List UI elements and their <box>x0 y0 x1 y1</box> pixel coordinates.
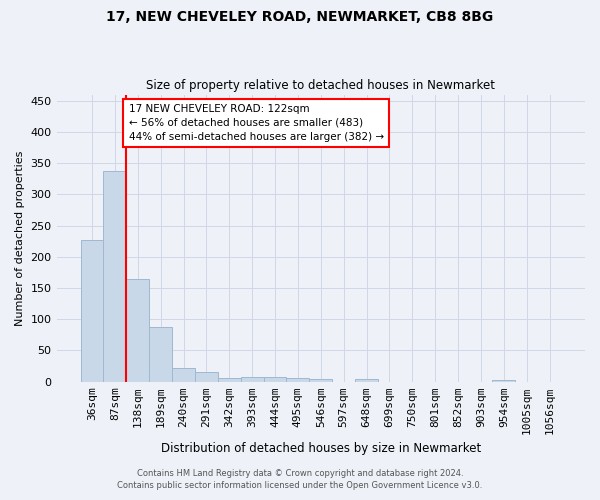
Bar <box>310 379 332 382</box>
Bar <box>127 278 149 382</box>
Bar <box>80 240 103 382</box>
Text: Contains HM Land Registry data © Crown copyright and database right 2024.
Contai: Contains HM Land Registry data © Crown c… <box>118 468 482 490</box>
Text: 17, NEW CHEVELEY ROAD, NEWMARKET, CB8 8BG: 17, NEW CHEVELEY ROAD, NEWMARKET, CB8 8B… <box>106 10 494 24</box>
Y-axis label: Number of detached properties: Number of detached properties <box>15 150 25 326</box>
Bar <box>286 378 310 382</box>
X-axis label: Distribution of detached houses by size in Newmarket: Distribution of detached houses by size … <box>161 442 481 455</box>
Bar <box>493 380 515 382</box>
Bar <box>172 368 195 382</box>
Bar <box>355 379 378 382</box>
Bar <box>263 376 286 382</box>
Text: 17 NEW CHEVELEY ROAD: 122sqm
← 56% of detached houses are smaller (483)
44% of s: 17 NEW CHEVELEY ROAD: 122sqm ← 56% of de… <box>128 104 384 142</box>
Title: Size of property relative to detached houses in Newmarket: Size of property relative to detached ho… <box>146 79 495 92</box>
Bar <box>195 372 218 382</box>
Bar <box>218 378 241 382</box>
Bar <box>103 170 127 382</box>
Bar <box>241 377 263 382</box>
Bar <box>149 326 172 382</box>
